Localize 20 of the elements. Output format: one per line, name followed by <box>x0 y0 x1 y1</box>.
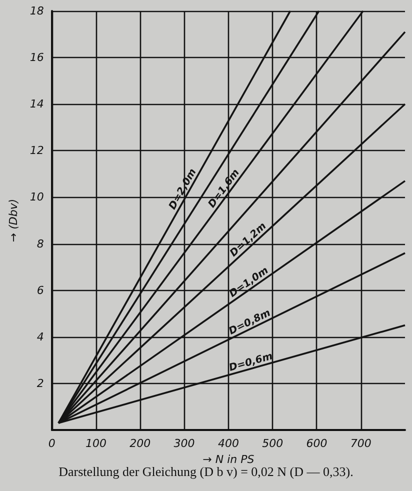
x-tick-label: 300 <box>174 437 195 450</box>
x-axis-title: → N in PS <box>202 453 254 466</box>
y-tick-label: 2 <box>36 376 44 390</box>
y-tick-label: 14 <box>30 98 44 111</box>
y-axis-title: → (Dbv) <box>7 198 20 242</box>
y-tick-label: 8 <box>36 237 44 250</box>
x-tick-label: 500 <box>262 437 284 450</box>
x-tick-label: 100 <box>86 437 107 450</box>
y-tick-label: 10 <box>30 190 44 204</box>
x-tick-label: 600 <box>306 437 328 450</box>
x-tick-label: 200 <box>130 437 151 450</box>
y-tick-label: 4 <box>36 330 44 344</box>
x-tick-label: 400 <box>218 437 239 450</box>
y-tick-label: 18 <box>30 4 44 18</box>
x-tick-label: 0 <box>48 437 56 450</box>
y-tick-label: 16 <box>30 51 44 64</box>
text: Darstellung der Gleichung (D b v) = 0,02 N (D — 0,33). <box>58 464 354 479</box>
y-tick-label: 6 <box>36 284 44 297</box>
x-tick-label: 700 <box>350 437 372 450</box>
y-tick-label: 12 <box>30 144 44 158</box>
